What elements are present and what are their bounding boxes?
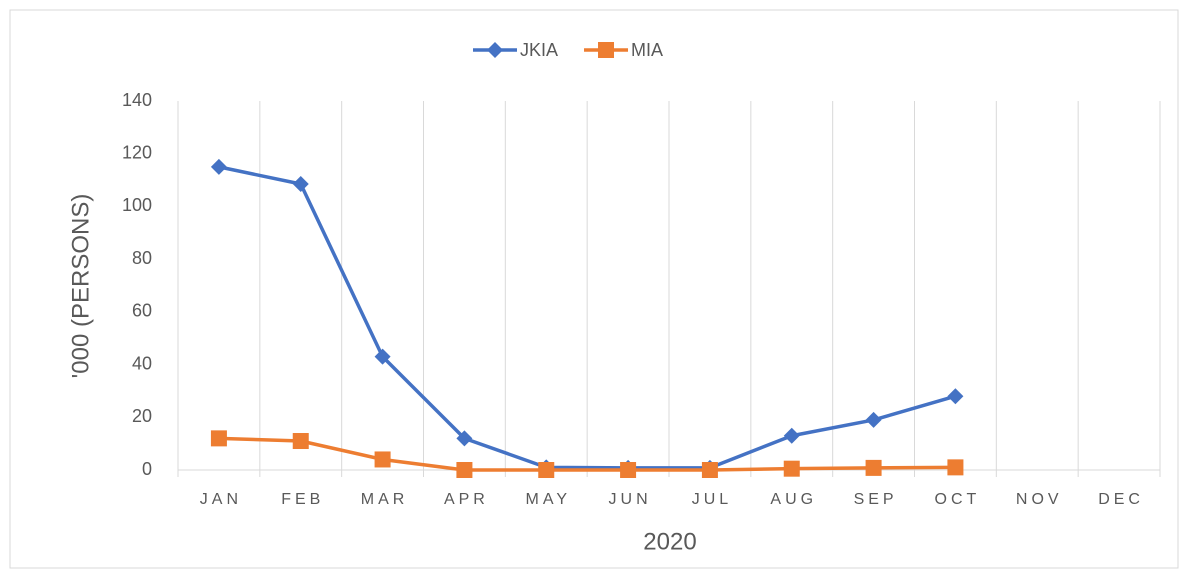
series-line	[218, 436, 956, 472]
marker	[538, 462, 555, 478]
marker	[210, 158, 227, 175]
x-tick-label: NOV	[1016, 491, 1063, 508]
y-tick-label: 60	[132, 301, 152, 321]
legend-label: JKIA	[520, 40, 558, 60]
y-axis-title: '000 (PERSONS)	[67, 194, 94, 379]
marker	[374, 451, 391, 468]
marker	[620, 462, 637, 478]
y-tick-label: 40	[132, 353, 152, 373]
marker	[783, 460, 800, 477]
chart-border	[9, 9, 1179, 569]
marker	[456, 462, 473, 478]
marker	[701, 462, 718, 478]
x-tick-label: OCT	[935, 491, 981, 508]
x-tick-label: MAR	[361, 491, 409, 508]
series-line	[218, 165, 956, 470]
marker	[374, 348, 391, 365]
marker	[865, 459, 882, 476]
marker	[292, 176, 309, 193]
x-tick-label: SEP	[854, 491, 898, 508]
x-tick-label: MAY	[526, 491, 571, 508]
x-tick-label: AUG	[770, 491, 817, 508]
y-tick-label: 0	[142, 459, 152, 479]
y-tick-label: 120	[122, 142, 152, 162]
x-tick-label: JAN	[200, 491, 242, 508]
y-tick-label: 20	[132, 406, 152, 426]
x-tick-label: DEC	[1098, 491, 1144, 508]
marker	[947, 459, 964, 476]
marker	[783, 427, 800, 444]
marker	[210, 430, 227, 447]
y-tick-label: 100	[122, 195, 152, 215]
legend-marker	[487, 42, 503, 58]
x-tick-label: JUN	[609, 491, 652, 508]
y-tick-label: 140	[122, 90, 152, 110]
marker	[292, 433, 309, 450]
legend-marker	[598, 42, 615, 58]
y-tick-label: 80	[132, 248, 152, 268]
legend-label: MIA	[631, 40, 663, 60]
x-tick-label: APR	[444, 491, 489, 508]
marker	[456, 430, 473, 447]
x-tick-label: JUL	[692, 491, 732, 508]
x-tick-label: FEB	[281, 491, 324, 508]
x-axis-title: 2020	[643, 528, 696, 555]
marker	[865, 411, 882, 428]
marker	[947, 388, 964, 405]
